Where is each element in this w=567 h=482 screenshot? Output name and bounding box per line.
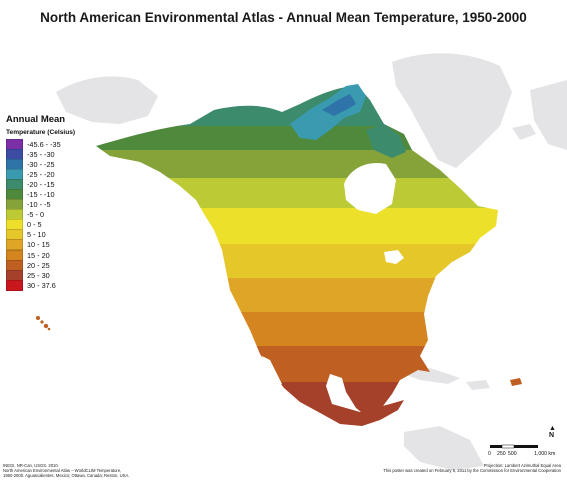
europe-edge [530,80,567,150]
legend-row: -25 - -20 [6,168,116,180]
other-landmasses [56,53,567,470]
legend-label: 0 - 5 [27,220,42,230]
legend-row: -45.6 - -35 [6,138,116,150]
map-title: North American Environmental Atlas - Ann… [40,10,527,25]
legend-row: -30 - -25 [6,158,116,170]
legend-row: -5 - 0 [6,209,116,221]
credit-line: 1950-2000. Aguascalientes, Mexico; Ottaw… [3,473,130,479]
iceland [512,124,536,140]
legend-classes: -45.6 - -35 -35 - -30 -30 - -25 -25 - -20 -2… [6,138,116,291]
legend-row: -15 - -10 [6,189,116,201]
credit-line: North American Environmental Atlas – Wor… [3,468,122,474]
north-arrow: ▲ N [549,425,556,439]
scale-label-250: 250 [497,451,506,457]
legend-row: -20 - -15 [6,178,116,190]
legend-label: 15 - 20 [27,250,50,260]
credit-line: INEGI, NR-Can, USGS. 2010. [3,463,59,468]
legend-label: -15 - -10 [27,190,55,200]
legend-row: -35 - -30 [6,148,116,160]
legend-label: -10 - -5 [27,200,51,210]
legend-row: 5 - 10 [6,229,116,241]
scale-label-500: 500 [508,451,517,457]
legend-row: 25 - 30 [6,269,116,281]
north-label: N [549,432,555,439]
siberia [56,76,158,124]
hudson-bay [344,162,396,214]
legend-swatch [6,279,23,291]
legend-label: 5 - 10 [27,230,46,240]
legend-subtitle: Temperature (Celsius) [6,129,76,136]
hispaniola [466,380,490,390]
credits-left: INEGI, NR-Can, USGS. 2010. North America… [3,463,203,479]
legend: Annual Mean Temperature (Celsius) -45.6 … [6,114,116,291]
legend-row: 0 - 5 [6,219,116,231]
legend-title: Annual Mean [6,114,66,125]
legend-label: 25 - 30 [27,270,50,280]
scale-label-1000: 1,000 km [534,451,556,457]
legend-label: -5 - 0 [27,210,45,220]
caribbean-islands [510,378,522,386]
legend-row: 15 - 20 [6,249,116,261]
legend-label: 30 - 37.6 [27,280,56,290]
great-lakes [384,250,404,264]
scale-label-0: 0 [488,451,491,457]
credits-right: Projection: Lambert Azimuthal Equal Area… [301,463,561,473]
south-america [404,426,484,470]
arctic-islands [290,84,406,158]
greenland [392,53,512,168]
water-bodies [262,162,404,388]
legend-row: 20 - 25 [6,259,116,271]
scale-bar-graphic [490,444,538,449]
legend-row: 30 - 37.6 [6,279,116,291]
legend-row: 10 - 15 [6,239,116,251]
legend-label: -35 - -30 [27,149,55,159]
hawaii [36,316,51,331]
legend-label: 10 - 15 [27,240,50,250]
legend-label: -45.6 - -35 [27,139,61,149]
legend-row: -10 - -5 [6,199,116,211]
credit-line: This poster was created on February 9, 2… [383,468,561,474]
credit-line: Projection: Lambert Azimuthal Equal Area [483,463,561,468]
scale-bar: 0 250 500 1,000 km [484,440,564,460]
north-arrow-icon: ▲ [549,425,556,432]
legend-label: -25 - -20 [27,169,55,179]
legend-label: -30 - -25 [27,159,55,169]
legend-label: -20 - -15 [27,179,55,189]
gulf-of-california [262,356,282,388]
legend-label: 20 - 25 [27,260,50,270]
